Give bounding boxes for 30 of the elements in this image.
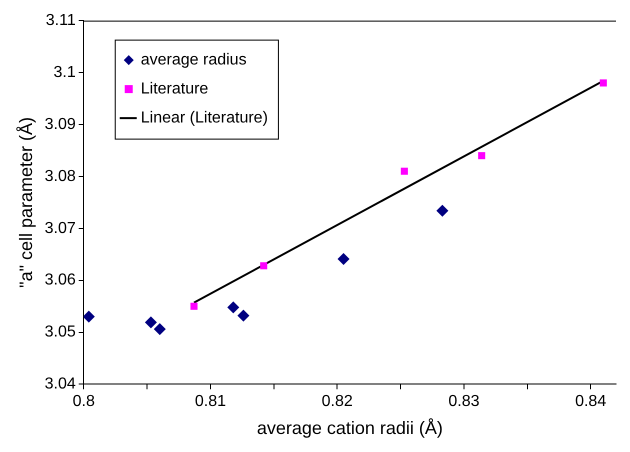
y-tick-label: 3.08 <box>44 168 76 185</box>
point <box>400 168 408 175</box>
point <box>154 323 166 336</box>
y-tick-label: 3.05 <box>44 324 76 341</box>
point <box>478 152 486 160</box>
point <box>227 301 240 314</box>
point <box>237 310 250 322</box>
y-tick-label: 3.06 <box>44 272 76 289</box>
x-tick-label: 0.8 <box>72 393 95 410</box>
point <box>84 310 95 323</box>
x-tick-label: 0.83 <box>448 393 480 410</box>
y-tick-label: 3.11 <box>46 12 76 30</box>
x-tick-label: 0.84 <box>575 393 606 410</box>
point <box>260 262 268 270</box>
point <box>190 302 198 310</box>
legend-label: average radius <box>140 52 247 69</box>
legend-label: Literature <box>140 80 208 98</box>
x-axis-title: average cation radii (Å) <box>256 418 443 438</box>
point <box>338 253 350 266</box>
y-tick-label: 3.04 <box>44 376 76 393</box>
point <box>144 316 157 328</box>
y-tick-label: 3.07 <box>44 220 76 237</box>
point <box>600 79 607 86</box>
point <box>436 204 448 217</box>
x-tick-label: 0.81 <box>194 393 226 410</box>
y-axis-title: "a" cell parameter (Å) <box>16 116 36 288</box>
x-tick-label: 0.82 <box>322 393 353 410</box>
y-tick-label: 3.1 <box>53 64 76 81</box>
legend-label: Linear (Literature) <box>140 110 268 127</box>
y-tick-label: 3.09 <box>44 116 76 133</box>
